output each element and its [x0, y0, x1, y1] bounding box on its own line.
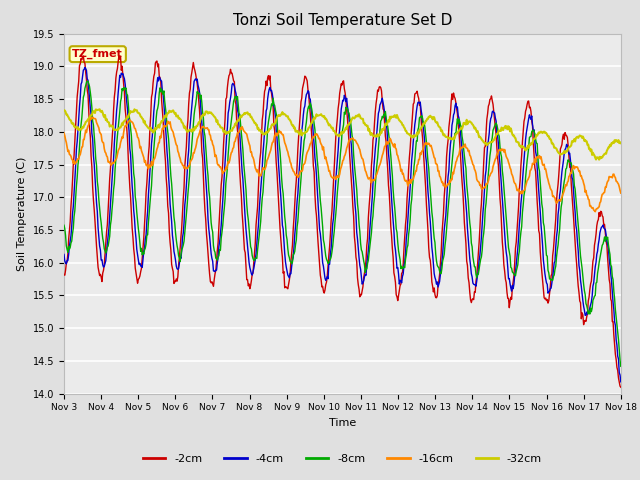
Text: TZ_fmet: TZ_fmet — [72, 49, 123, 59]
Legend: -2cm, -4cm, -8cm, -16cm, -32cm: -2cm, -4cm, -8cm, -16cm, -32cm — [138, 450, 547, 468]
Y-axis label: Soil Temperature (C): Soil Temperature (C) — [17, 156, 27, 271]
Title: Tonzi Soil Temperature Set D: Tonzi Soil Temperature Set D — [233, 13, 452, 28]
X-axis label: Time: Time — [329, 418, 356, 428]
